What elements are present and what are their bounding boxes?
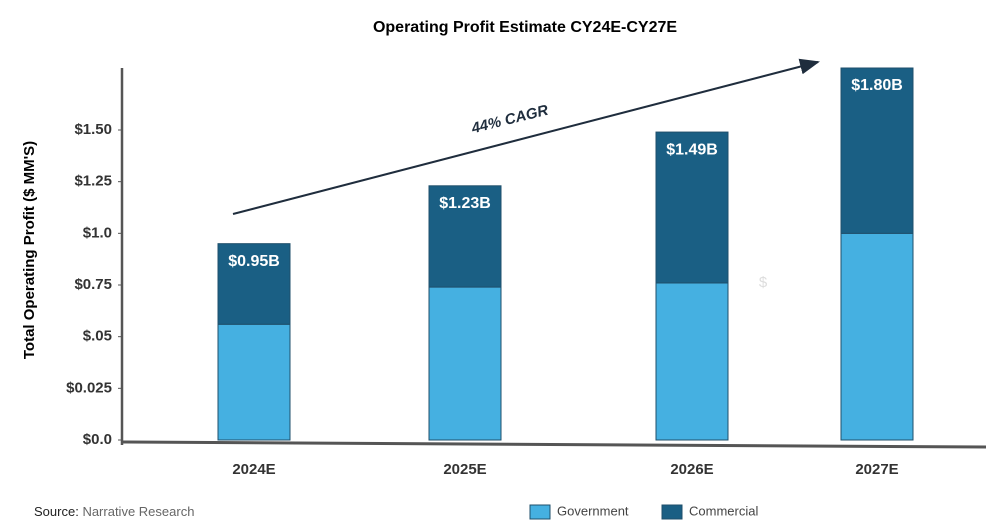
y-tick-label: $1.25	[74, 173, 112, 190]
legend-label: Commercial	[689, 503, 758, 518]
bar-segment	[655, 282, 729, 441]
bar-segment	[840, 232, 914, 441]
source-label: Source:	[34, 504, 79, 519]
x-tick-label: 2025E	[443, 461, 486, 478]
trend-arrow	[232, 58, 820, 215]
cagr-annotation: 44% CAGR	[469, 102, 550, 138]
x-axis	[121, 440, 986, 449]
bar-segment	[428, 185, 502, 288]
y-tick-label: $0.025	[66, 379, 112, 396]
bar-segment	[217, 243, 291, 325]
y-tick-label: $.05	[83, 328, 112, 345]
total-label: $1.80B	[851, 77, 903, 94]
legend-swatch	[661, 504, 683, 520]
chart-title: Operating Profit Estimate CY24E-CY27E	[373, 19, 677, 36]
y-axis-label: Total Operating Profit ($ MM'S)	[21, 141, 38, 359]
x-tick-label: 2026E	[670, 461, 713, 478]
total-label: $1.49B	[666, 141, 718, 158]
bar-segment	[428, 286, 502, 441]
total-label: $1.23B	[439, 195, 491, 212]
x-tick-label: 2024E	[232, 461, 275, 478]
y-tick-label: $1.0	[83, 224, 112, 241]
y-tick-label: $0.0	[83, 431, 112, 448]
stray-annotation: $	[759, 274, 768, 291]
source: Source: Narrative Research	[34, 504, 194, 519]
total-label: $0.95B	[228, 253, 280, 270]
source-text: Narrative Research	[82, 504, 194, 519]
bar-segment	[655, 131, 729, 284]
y-tick-label: $0.75	[74, 276, 112, 293]
bar-segment	[217, 323, 291, 441]
legend-label: Government	[557, 503, 629, 518]
bar-segment	[840, 67, 914, 234]
y-tick-label: $1.50	[74, 121, 112, 138]
legend-swatch	[529, 504, 551, 520]
x-tick-label: 2027E	[855, 461, 898, 478]
